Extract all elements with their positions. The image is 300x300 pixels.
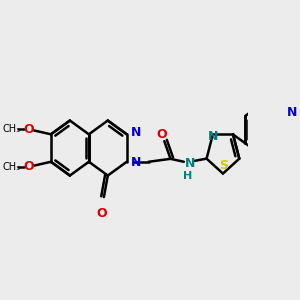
Text: S: S	[219, 159, 228, 172]
Text: O: O	[157, 128, 167, 141]
Text: O: O	[96, 207, 107, 220]
Text: CH₃: CH₃	[3, 162, 21, 172]
Text: H: H	[183, 170, 192, 181]
Text: N: N	[185, 157, 195, 170]
Text: CH₃: CH₃	[3, 124, 21, 134]
Text: O: O	[24, 123, 34, 136]
Text: N: N	[208, 130, 218, 143]
Text: N: N	[287, 106, 298, 119]
Text: N: N	[131, 126, 141, 139]
Text: N: N	[131, 156, 141, 169]
Text: O: O	[24, 160, 34, 173]
